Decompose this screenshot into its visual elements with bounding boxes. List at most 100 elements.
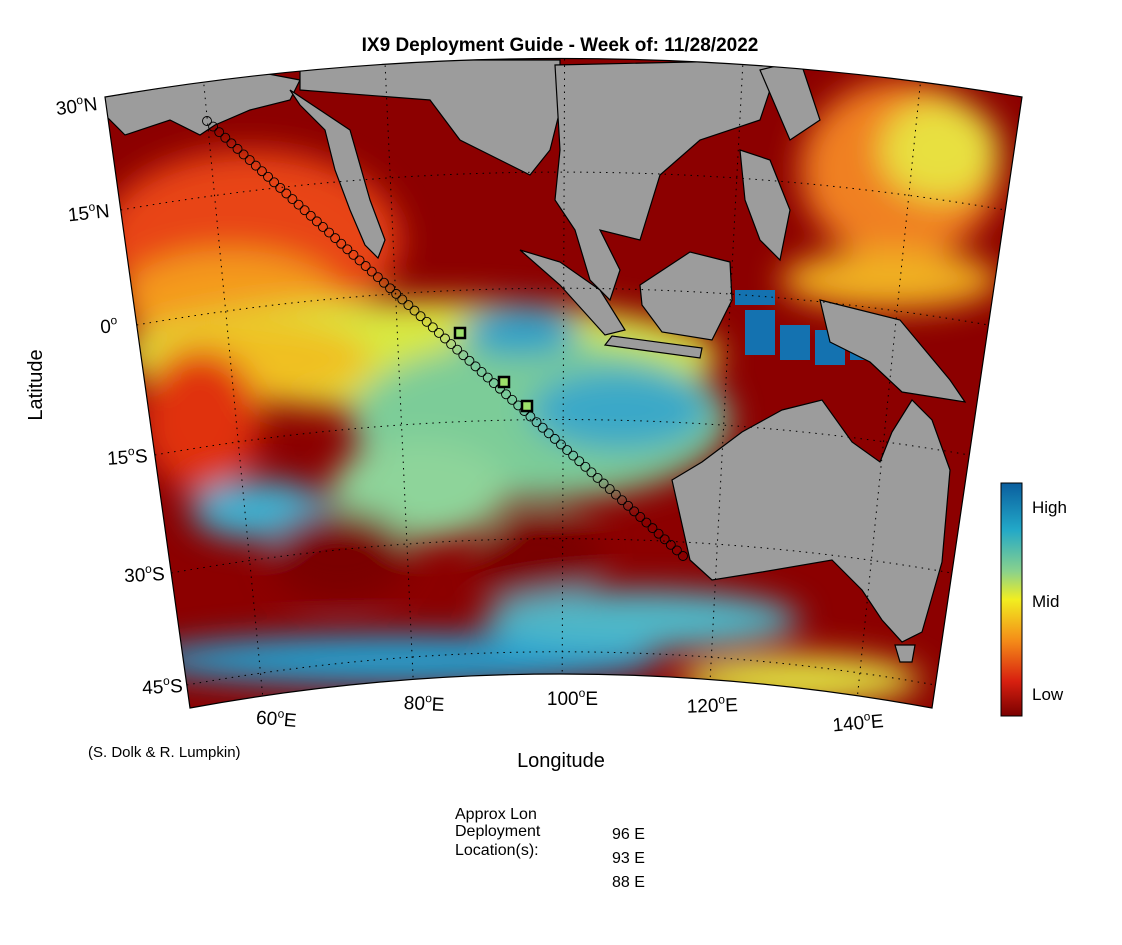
track-point xyxy=(250,160,261,171)
deployment-heading: Approx Lon xyxy=(455,806,537,823)
track-point xyxy=(324,227,335,238)
lat-label: 15oN xyxy=(67,198,111,226)
track-point xyxy=(549,433,560,444)
label-hemisphere: N xyxy=(82,94,98,117)
track-point xyxy=(415,311,426,322)
track-point xyxy=(629,506,640,517)
track-point xyxy=(372,272,383,283)
track-point xyxy=(342,244,353,255)
track-point xyxy=(580,461,591,472)
track-point xyxy=(299,205,310,216)
lat-label: 30oS xyxy=(124,561,166,587)
track-point xyxy=(531,417,542,428)
track-point xyxy=(568,450,579,461)
track-point xyxy=(220,132,231,143)
track-point xyxy=(537,422,548,433)
deployment-marker xyxy=(520,399,534,413)
grid-line xyxy=(186,651,936,686)
track-point xyxy=(202,116,212,126)
track-point xyxy=(501,389,511,400)
label-number: 15 xyxy=(106,447,129,469)
label-hemisphere: E xyxy=(870,711,884,733)
deployment-location: 88 E xyxy=(612,874,645,891)
track-point xyxy=(244,155,255,165)
lat-label: 15oS xyxy=(106,443,148,470)
lat-label: 30oN xyxy=(54,91,98,120)
lon-label: 120oE xyxy=(686,692,738,718)
track-point xyxy=(592,472,603,483)
label-number: 60 xyxy=(255,708,278,731)
credit: (S. Dolk & R. Lumpkin) xyxy=(88,744,241,761)
track-point xyxy=(555,439,566,450)
track-point xyxy=(421,316,432,327)
deployment-marker xyxy=(453,326,467,340)
track-point xyxy=(336,238,347,249)
grid-line xyxy=(171,538,952,574)
colorbar-label: High xyxy=(1032,498,1067,517)
lon-label: 140oE xyxy=(831,708,884,736)
track-point xyxy=(641,517,652,528)
label-degree: o xyxy=(718,692,725,706)
label-number: 80 xyxy=(403,693,425,715)
label-hemisphere: E xyxy=(283,710,297,732)
label-degree: o xyxy=(863,709,871,724)
track-point xyxy=(208,121,219,132)
label-degree: o xyxy=(75,93,84,108)
track-point xyxy=(659,534,670,545)
track-point xyxy=(635,512,646,522)
label-hemisphere: N xyxy=(95,201,111,223)
grid-line xyxy=(154,419,970,456)
label-degree: o xyxy=(277,706,285,721)
label-degree: o xyxy=(425,691,433,705)
label-number: 120 xyxy=(686,696,718,718)
label-hemisphere: S xyxy=(151,564,165,586)
track-point xyxy=(598,478,609,489)
track-point xyxy=(671,545,682,556)
grid-line xyxy=(197,58,266,708)
colorbar-label: Low xyxy=(1032,685,1064,704)
track-point xyxy=(403,300,414,310)
track-point xyxy=(440,333,450,344)
track-point xyxy=(293,199,304,210)
track-point xyxy=(330,233,341,244)
lon-label: 100oE xyxy=(547,686,598,710)
track-point xyxy=(409,305,420,316)
grid-line xyxy=(120,171,1006,211)
label-hemisphere: S xyxy=(169,676,183,698)
track-point xyxy=(507,394,518,405)
map xyxy=(105,58,1022,708)
label-number: 45 xyxy=(142,677,164,699)
grid-line xyxy=(854,58,928,708)
track-point xyxy=(226,138,237,149)
track-point xyxy=(610,489,621,500)
track-point xyxy=(470,361,481,372)
track-point xyxy=(604,484,615,495)
track-point xyxy=(653,528,664,539)
track-point xyxy=(385,283,396,294)
lat-label: 0o xyxy=(99,313,118,338)
track-point xyxy=(348,249,359,260)
label-number: 140 xyxy=(832,713,865,737)
label-hemisphere: E xyxy=(725,695,738,716)
track-point xyxy=(464,355,475,366)
track-point xyxy=(214,127,225,138)
track-point xyxy=(391,288,402,299)
track-point xyxy=(665,539,676,550)
track-point xyxy=(366,266,377,277)
label-number: 30 xyxy=(55,97,79,120)
y-axis-label: Latitude xyxy=(25,349,47,420)
colorbar-label: Mid xyxy=(1032,592,1059,611)
label-number: 100 xyxy=(547,689,579,710)
lon-label: 60oE xyxy=(255,705,297,732)
track-point xyxy=(586,467,597,478)
track-point xyxy=(482,372,493,383)
track-point xyxy=(275,182,286,193)
track-point xyxy=(238,149,249,160)
track-point xyxy=(397,294,408,305)
track-point xyxy=(354,255,365,266)
track-point xyxy=(256,166,267,177)
track-point xyxy=(433,327,444,338)
track-point xyxy=(269,177,280,188)
label-degree: o xyxy=(163,674,171,688)
